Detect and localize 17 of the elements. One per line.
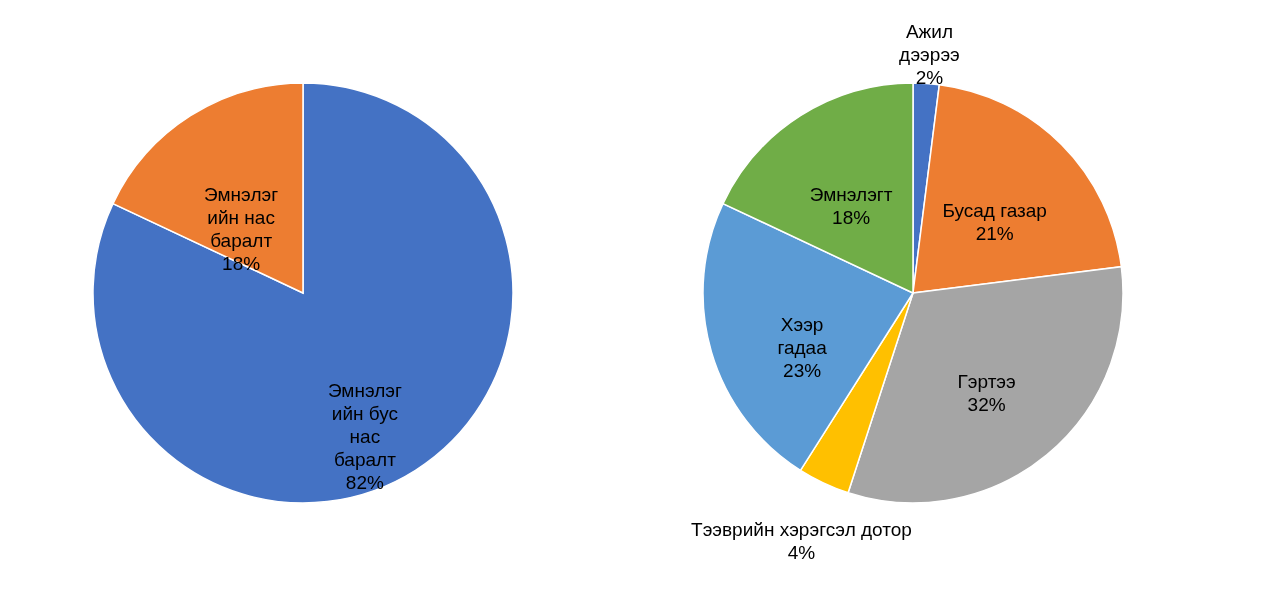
data-label: 18%	[832, 207, 871, 229]
data-label: 23%	[783, 360, 822, 382]
data-label: 21%	[975, 223, 1014, 245]
data-label: 4%	[787, 542, 816, 564]
slice-label: Хээр гадаа	[777, 314, 828, 359]
slice-label: Эмнэлэгт	[809, 184, 893, 206]
pie-slice	[92, 82, 514, 504]
data-label: 32%	[967, 393, 1006, 415]
slice-label: Эмнэлэг ийн бус нас баралт	[327, 379, 402, 470]
data-label: 2%	[915, 66, 944, 88]
data-label: 18%	[222, 253, 261, 275]
data-label: 82%	[345, 471, 385, 493]
slice-label: Бусад газар	[942, 200, 1047, 222]
slice-label: Тээврийн хэрэгсэл дотор	[691, 519, 912, 541]
slice-label: Гэртээ	[957, 370, 1016, 392]
slice-label: Ажил дээрээ	[899, 20, 960, 65]
slice-label: Эмнэлэг ийн нас баралт	[204, 184, 279, 252]
